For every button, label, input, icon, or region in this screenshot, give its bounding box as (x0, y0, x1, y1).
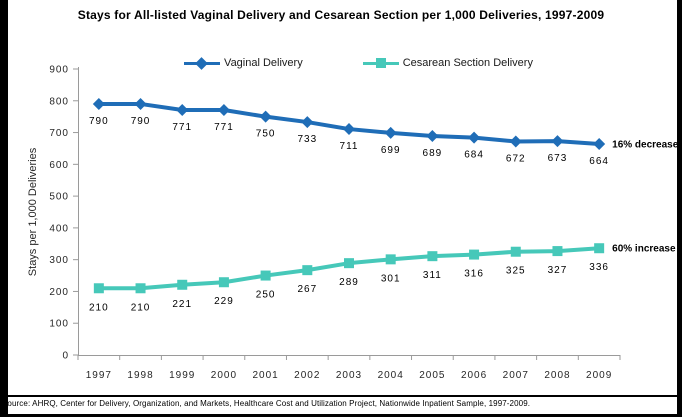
data-point-marker (343, 123, 355, 136)
data-label: 250 (256, 290, 276, 301)
x-tick-label: 1999 (169, 370, 195, 381)
right-border (677, 0, 682, 417)
data-label: 711 (340, 141, 359, 152)
data-point-marker (510, 246, 521, 257)
data-label: 750 (256, 129, 276, 140)
data-point-marker (302, 265, 313, 276)
bottom-border (0, 414, 682, 417)
data-label: 684 (464, 150, 484, 161)
data-point-marker (552, 246, 563, 257)
legend-item-vaginal-delivery: Vaginal Delivery (184, 56, 303, 70)
x-tick-label: 1997 (86, 370, 112, 381)
y-tick-label: 100 (49, 319, 69, 330)
data-label: 336 (589, 262, 609, 273)
data-point-marker (176, 103, 189, 116)
x-tick-label: 2002 (294, 370, 320, 381)
data-label: 316 (464, 269, 484, 280)
data-label: 672 (506, 153, 526, 164)
data-point-marker (593, 137, 606, 150)
source-divider (0, 395, 682, 397)
data-label: 289 (339, 277, 359, 288)
data-point-marker (301, 116, 314, 129)
data-label: 210 (131, 302, 151, 313)
x-tick-label: 2006 (461, 370, 487, 381)
x-tick-label: 2008 (544, 370, 570, 381)
data-label: 210 (89, 302, 109, 313)
y-axis-ticks: 0 100 200 300 400 500 600 700 800 900 (49, 65, 78, 362)
data-point-marker (427, 251, 438, 262)
data-point-marker (344, 258, 354, 269)
data-label: 267 (297, 284, 317, 295)
y-tick-label: 900 (49, 65, 69, 76)
y-tick-label: 300 (49, 255, 69, 266)
y-tick-label: 500 (49, 192, 69, 203)
x-tick-label: 2001 (252, 370, 278, 381)
y-tick-label: 400 (49, 223, 69, 234)
data-label: 221 (172, 299, 192, 310)
data-label: 311 (423, 270, 442, 281)
data-point-marker (217, 103, 230, 116)
data-label: 733 (297, 134, 317, 145)
data-point-marker (177, 279, 188, 290)
cesarean-section-marker-icon (362, 57, 399, 69)
data-point-marker (385, 254, 396, 265)
data-point-marker (92, 97, 105, 110)
data-point-marker (218, 277, 229, 288)
series-annotation: 60% increase (612, 244, 676, 255)
data-point-marker (551, 135, 564, 148)
data-point-marker (134, 97, 147, 110)
data-point-marker (259, 110, 272, 123)
x-tick-label: 2007 (503, 370, 529, 381)
x-tick-label: 2003 (336, 370, 362, 381)
x-tick-label: 2005 (419, 370, 445, 381)
data-point-marker (384, 126, 397, 139)
data-label: 327 (548, 265, 568, 276)
y-tick-label: 800 (49, 96, 69, 107)
data-point-marker (135, 283, 146, 294)
legend: Vaginal Delivery Cesarean Section Delive… (80, 56, 637, 70)
legend-item-cesarean-section-delivery: Cesarean Section Delivery (362, 57, 533, 69)
data-label: 771 (214, 122, 234, 133)
axes (78, 67, 620, 356)
data-label: 790 (89, 116, 109, 127)
vaginal-delivery-marker-icon (184, 56, 221, 70)
y-tick-label: 0 (62, 351, 69, 362)
y-tick-label: 700 (49, 128, 69, 139)
data-point-marker (469, 249, 480, 260)
x-tick-label: 1998 (127, 370, 153, 381)
y-tick-label: 600 (49, 160, 69, 171)
data-label: 689 (423, 148, 443, 159)
data-label: 325 (506, 266, 526, 277)
data-point-marker (594, 243, 605, 254)
y-tick-label: 200 (49, 287, 69, 298)
plot-area: 0 100 200 300 400 500 600 700 800 900 1997 1998 1999… (49, 65, 679, 382)
series-annotation: 16% decrease (612, 139, 679, 150)
data-label: 301 (381, 273, 401, 284)
legend-label-cesarean-section-delivery: Cesarean Section Delivery (402, 57, 533, 69)
x-tick-label: 2009 (586, 370, 612, 381)
data-point-marker (426, 130, 439, 143)
data-label: 790 (131, 116, 151, 127)
x-tick-label: 2000 (211, 370, 237, 381)
x-axis-ticks: 1997 1998 1999 2000 2001 2002 2003 2004 2005 2006… (77, 355, 621, 381)
data-point-marker (93, 283, 104, 294)
source-note: Source: AHRQ, Center for Delivery, Organ… (2, 399, 531, 408)
x-tick-label: 2004 (378, 370, 404, 381)
data-label: 229 (214, 296, 234, 307)
data-label: 771 (172, 122, 192, 133)
data-label: 664 (589, 156, 609, 167)
series-vaginal-delivery: 790 790 771 771 750 733 711 699 689 684 672 673 6641… (89, 97, 679, 167)
data-label: 699 (381, 145, 401, 156)
chart-title: Stays for All-listed Vaginal Delivery an… (77, 8, 605, 22)
series-cesarean-section-delivery: 210 210 221 229 250 267 289 301 311 316 325 327 3366… (89, 243, 676, 313)
left-border (0, 0, 8, 417)
data-point-marker (468, 131, 481, 144)
legend-label-vaginal-delivery: Vaginal Delivery (224, 57, 303, 69)
data-label: 673 (548, 153, 568, 164)
data-point-marker (509, 135, 522, 148)
data-point-marker (260, 270, 271, 281)
